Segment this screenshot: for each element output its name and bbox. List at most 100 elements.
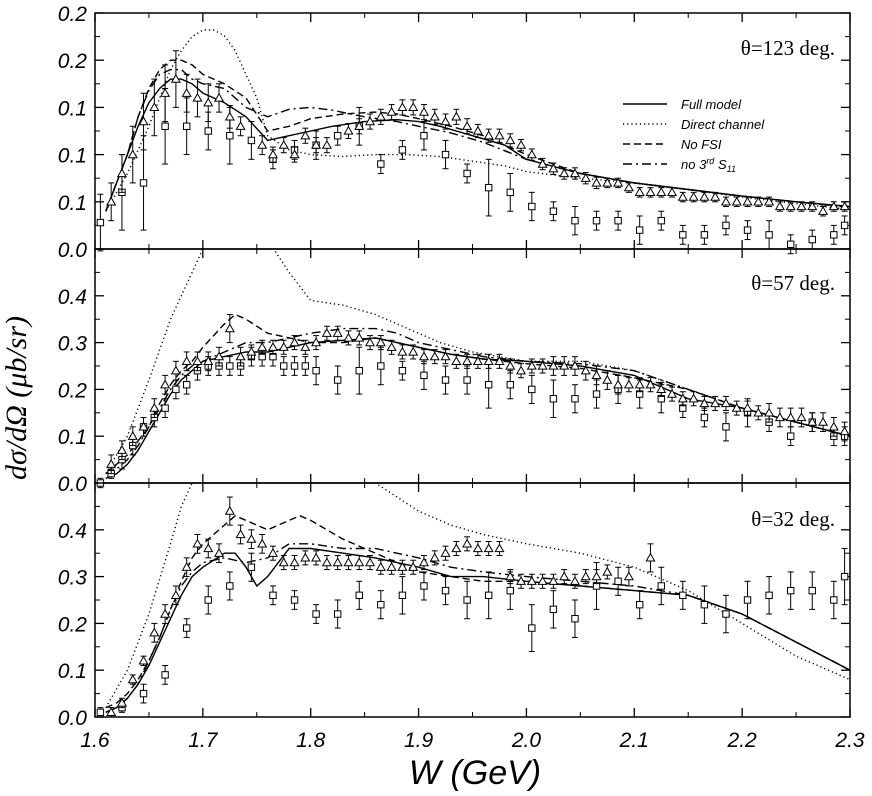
panel-label-top: θ=123 deg.: [741, 36, 835, 60]
data-point-triangle: [559, 168, 570, 178]
data-point-square: [484, 591, 493, 600]
data-point-triangle: [267, 149, 279, 159]
data-point-square: [161, 122, 169, 130]
data-point-triangle: [192, 356, 203, 365]
data-point-square: [333, 132, 342, 140]
data-point-triangle: [559, 571, 570, 581]
curve-dotted: [105, 29, 850, 212]
data-point-triangle: [246, 533, 257, 543]
data-point-triangle: [839, 201, 850, 211]
data-point-triangle: [364, 116, 376, 126]
data-point-square: [269, 591, 277, 600]
data-point-triangle: [559, 360, 570, 370]
data-point-triangle: [537, 360, 548, 370]
data-point-square: [743, 596, 752, 604]
y-tick-label: 0.0: [58, 473, 88, 496]
data-point-square: [484, 183, 493, 192]
data-point-triangle: [397, 562, 408, 571]
data-point-triangle: [494, 356, 505, 365]
data-point-square: [722, 610, 730, 618]
data-point-triangle: [332, 557, 343, 567]
data-point-triangle: [116, 697, 128, 707]
data-point-triangle: [116, 168, 128, 178]
data-point-triangle: [311, 139, 322, 149]
data-point-triangle: [472, 543, 483, 553]
data-point-triangle: [332, 328, 343, 337]
data-point-triangle: [817, 206, 829, 215]
data-point-triangle: [462, 356, 473, 365]
data-point-triangle: [807, 416, 818, 426]
data-point-triangle: [462, 538, 473, 548]
data-point-triangle: [289, 337, 300, 347]
data-point-square: [614, 216, 622, 225]
data-point-square: [657, 582, 665, 590]
legend: Full model Direct channel No FSI no 3rd S11: [623, 97, 765, 174]
data-point-triangle: [494, 130, 505, 140]
data-point-square: [528, 624, 536, 632]
data-point-triangle: [764, 196, 775, 206]
data-point-triangle: [127, 430, 138, 440]
x-tick-label: 1.7: [188, 729, 219, 752]
data-point-triangle: [515, 576, 527, 585]
data-point-triangle: [526, 149, 537, 159]
legend-label: no 3rd S11: [681, 156, 736, 174]
y-tick-label: 0.1: [58, 660, 87, 683]
data-point-triangle: [440, 547, 451, 557]
data-point-triangle: [764, 407, 775, 417]
data-point-square: [204, 127, 212, 135]
data-point-square: [506, 586, 514, 595]
data-point-square: [506, 381, 514, 389]
data-point-triangle: [677, 393, 688, 403]
data-point-square: [830, 596, 838, 604]
x-tick-label: 1.9: [404, 729, 434, 752]
data-point-triangle: [645, 552, 656, 562]
data-point-triangle: [688, 393, 699, 403]
data-point-triangle: [408, 102, 419, 112]
data-point-triangle: [257, 342, 268, 351]
data-point-square: [301, 362, 310, 370]
data-point-triangle: [774, 412, 785, 422]
data-point-square: [161, 404, 169, 412]
y-tick-label: 0.2: [58, 379, 88, 402]
data-point-square: [635, 226, 644, 234]
y-tick-label: 0.0: [58, 239, 88, 262]
data-point-triangle: [602, 374, 613, 384]
legend-label: No FSI: [681, 137, 722, 152]
y-tick-label: 0.1: [58, 192, 87, 215]
curve-dashed: [105, 514, 850, 709]
x-tick-label: 2.0: [511, 729, 542, 752]
data-point-square: [700, 231, 709, 239]
data-point-triangle: [666, 187, 678, 197]
x-tick-label: 1.6: [80, 729, 110, 752]
data-point-triangle: [688, 191, 699, 201]
data-point-square: [312, 366, 320, 375]
data-point-triangle: [548, 576, 559, 585]
data-point-triangle: [289, 149, 300, 159]
data-point-square: [398, 591, 407, 600]
data-point-triangle: [602, 177, 613, 187]
data-point-triangle: [462, 121, 473, 130]
data-point-square: [441, 376, 450, 384]
data-point-square: [441, 586, 450, 595]
data-point-triangle: [591, 370, 602, 380]
y-tick-label: 0.2: [58, 613, 88, 636]
data-point-square: [765, 591, 773, 600]
data-point-triangle: [569, 360, 581, 370]
curve-dotted: [105, 483, 850, 708]
data-point-square: [679, 591, 687, 600]
data-point-triangle: [138, 116, 149, 126]
y-tick-label: 0.3: [58, 333, 88, 356]
data-point-square: [528, 202, 536, 211]
data-point-triangle: [364, 337, 376, 347]
data-point-triangle: [375, 562, 386, 571]
data-point-triangle: [418, 106, 430, 116]
data-point-triangle: [731, 402, 742, 412]
data-point-triangle: [483, 130, 494, 140]
data-point-square: [700, 600, 709, 609]
data-point-triangle: [149, 627, 160, 637]
data-point-triangle: [170, 365, 181, 375]
y-tick-label: 0.3: [58, 567, 88, 590]
data-point-square: [484, 381, 493, 389]
